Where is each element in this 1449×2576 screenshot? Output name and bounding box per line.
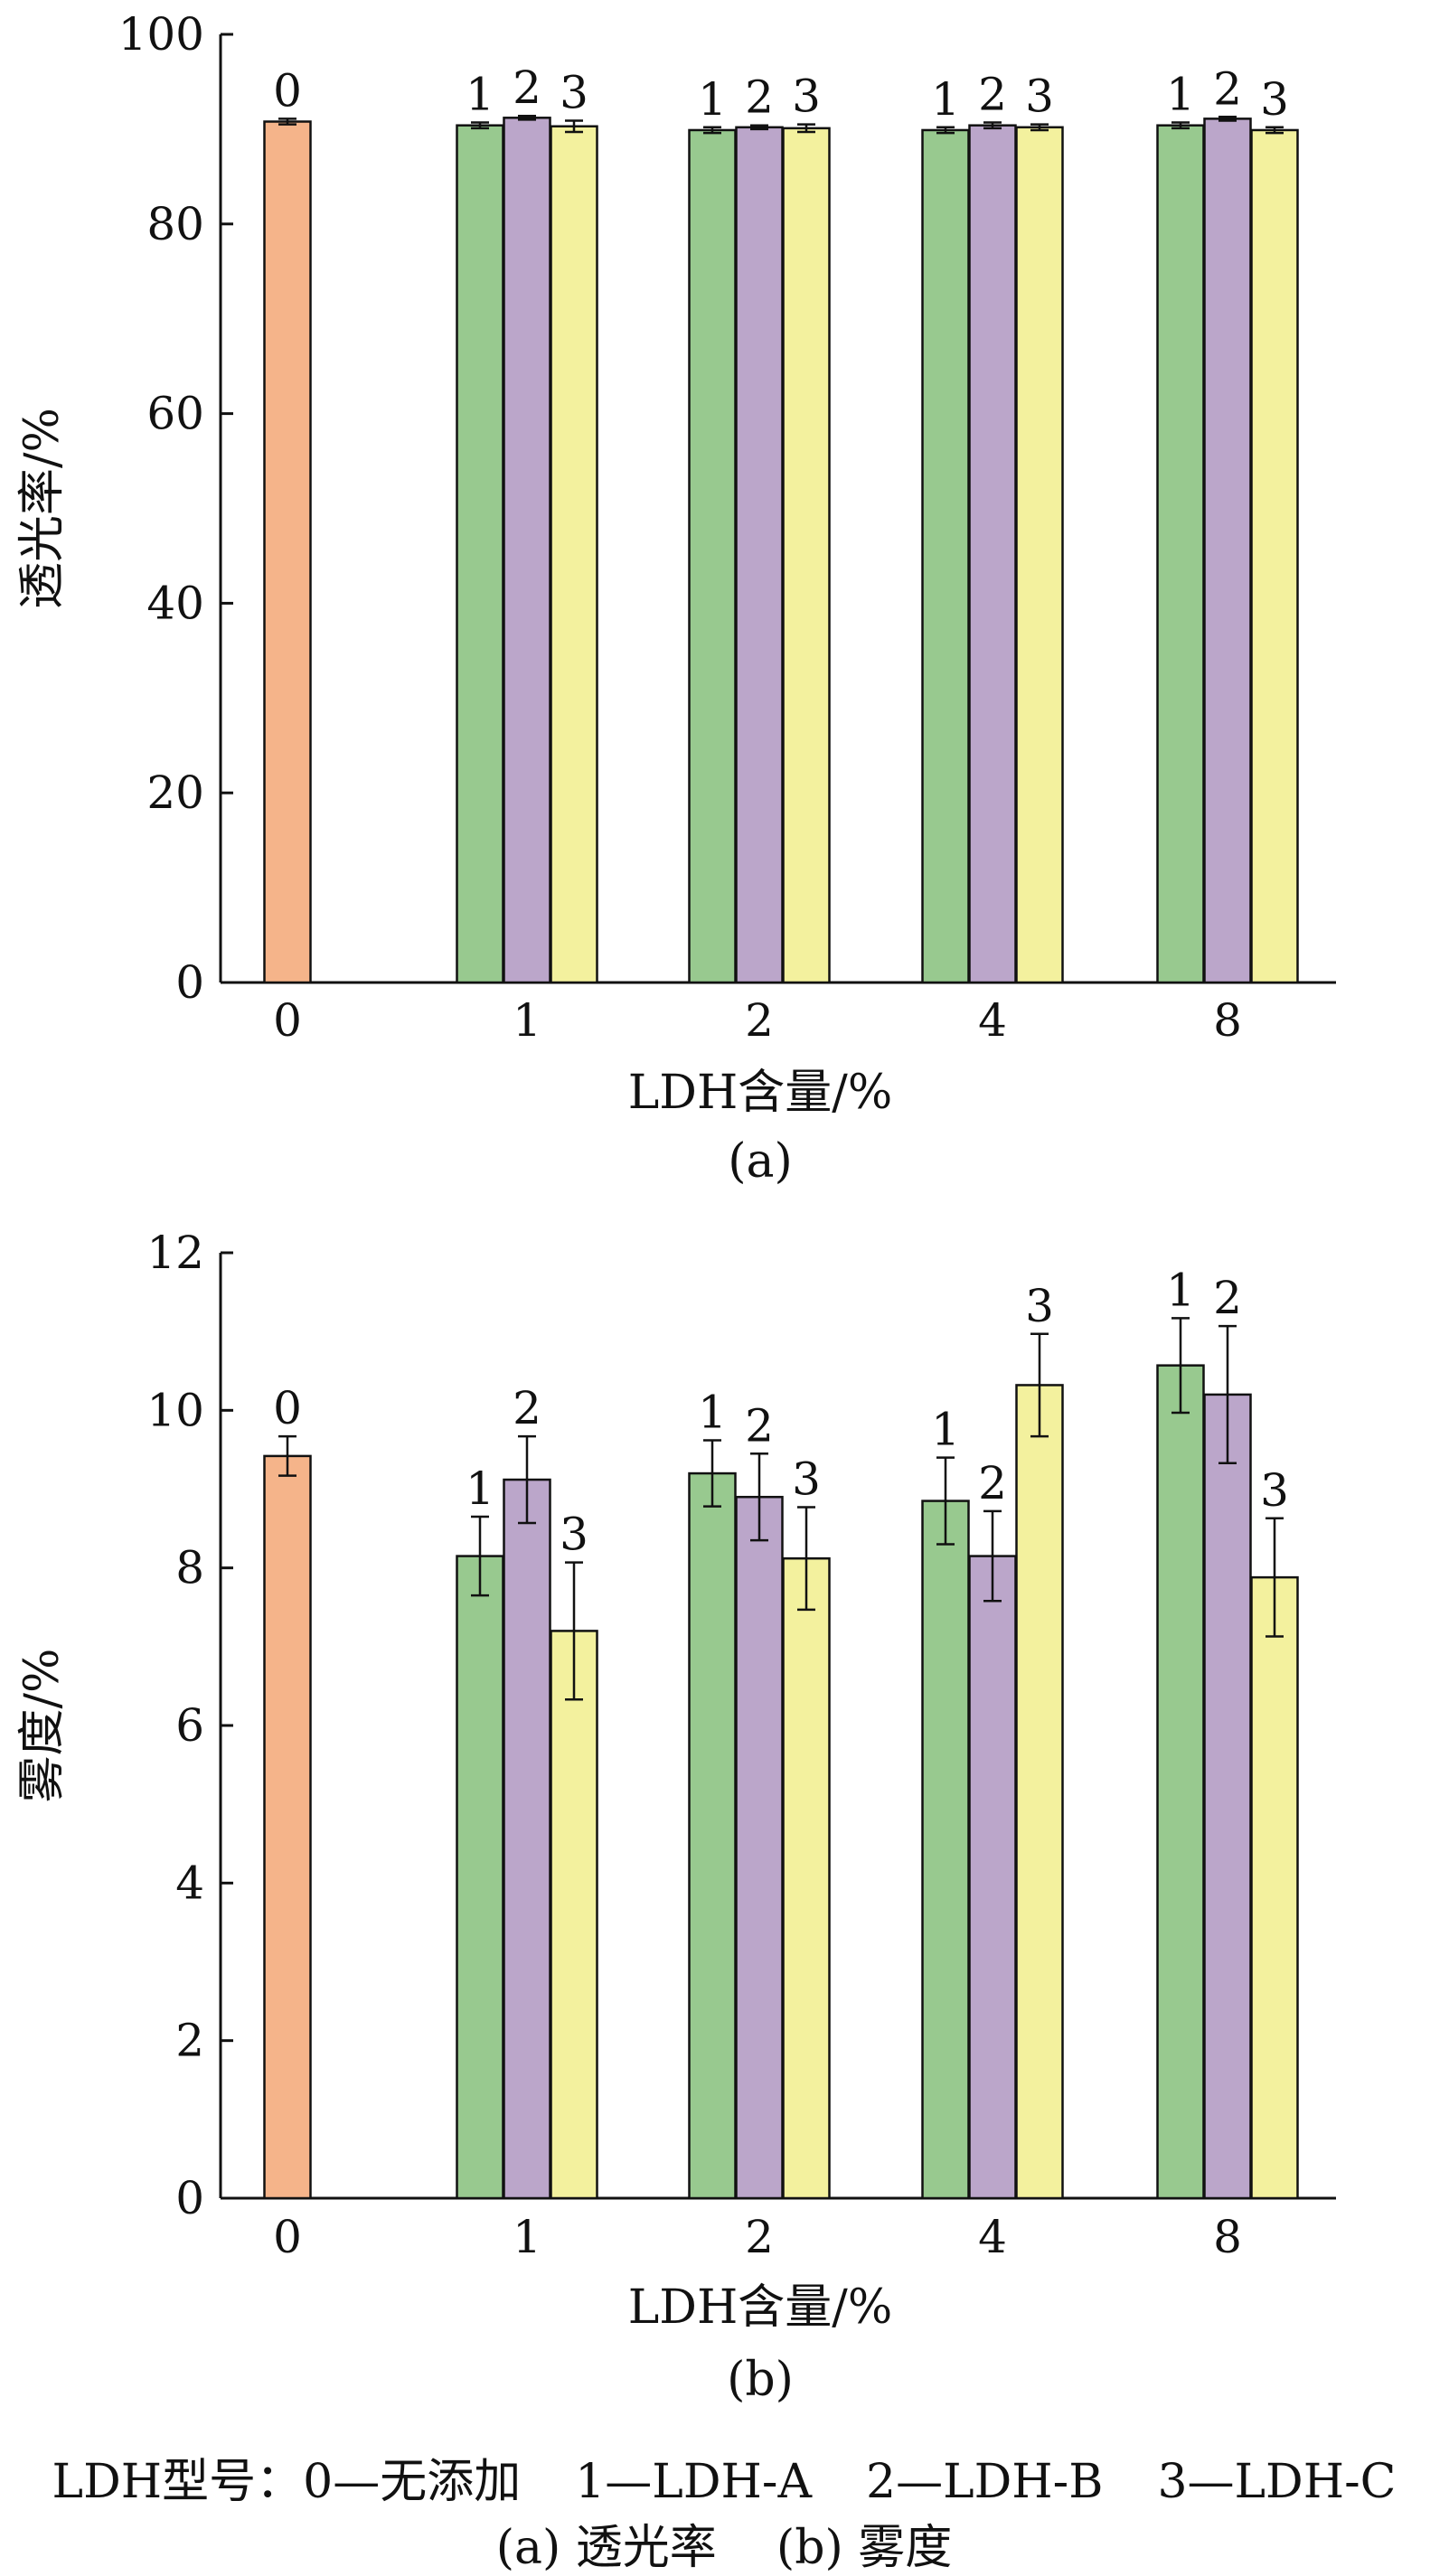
bar-type-label: 1 [931,73,960,126]
x-tick-label: 8 [1213,994,1242,1047]
y-tick-label: 60 [146,388,204,440]
y-tick-label: 40 [146,577,204,629]
bar [550,125,598,984]
bar-type-label: 3 [1260,1464,1289,1517]
bar [1250,1575,1299,2200]
x-tick-label: 0 [273,994,302,1047]
bar [968,124,1017,984]
bar [1015,1384,1064,2200]
y-tick-label: 0 [175,2172,204,2224]
legend-entry: 0—无添加 [303,2455,521,2509]
bar [1156,1364,1205,2200]
bar [1156,124,1205,984]
bar-type-label: 0 [273,64,302,117]
bar-type-label: 3 [560,66,588,118]
bar [688,128,737,984]
panel-label: (a) [728,1134,793,1189]
bar-type-label: 3 [1025,1280,1054,1332]
y-tick-label: 2 [175,2015,204,2067]
y-tick-label: 0 [175,956,204,1009]
bar [1015,126,1064,984]
x-axis-label: LDH含量/% [628,1066,893,1120]
bar [1250,128,1299,984]
y-tick-label: 100 [118,8,204,61]
y-axis-label: 雾度/% [15,1649,70,1803]
y-axis-label: 透光率/% [15,408,70,609]
x-tick-label: 8 [1213,2211,1242,2263]
bar-type-label: 1 [698,73,727,126]
y-tick-label: 6 [175,1699,204,1752]
bar-type-label: 3 [560,1509,588,1561]
x-tick-label: 4 [978,994,1007,1047]
bar-type-label: 2 [513,61,541,114]
bar [503,1478,551,2200]
bar [263,120,312,984]
legend-prefix: LDH型号： [52,2455,304,2509]
y-tick-label: 10 [146,1384,204,1436]
bar-type-label: 1 [1166,1264,1195,1316]
figure-caption: (a) 透光率 (b) 雾度 [496,2521,953,2575]
x-tick-label: 2 [745,2211,774,2263]
bar [921,128,970,984]
bar [735,126,784,984]
bar [782,127,831,984]
y-tick-label: 20 [146,766,204,819]
legend-entry: 1—LDH-A [575,2455,813,2509]
x-tick-label: 4 [978,2211,1007,2263]
bar-type-label: 2 [978,1457,1007,1509]
bar-type-label: 2 [1213,62,1242,115]
x-tick-label: 0 [273,2211,302,2263]
bar [503,117,551,984]
x-tick-label: 1 [513,994,541,1047]
bar [456,1555,504,2200]
panel-label: (b) [727,2353,794,2407]
bar-type-label: 3 [792,1453,821,1506]
bar [550,1630,598,2200]
bar [735,1495,784,2200]
bar-type-label: 2 [978,69,1007,121]
bar [688,1471,737,2200]
bar-type-label: 1 [466,1462,494,1515]
bar [1203,1393,1252,2200]
bar [782,1556,831,2200]
bar-type-label: 1 [931,1404,960,1456]
bar-type-label: 3 [1025,71,1054,123]
legend-entry: 2—LDH-B [866,2455,1103,2509]
bar-type-label: 2 [745,1399,774,1452]
bar-type-label: 1 [466,69,494,121]
y-tick-label: 8 [175,1542,204,1594]
bar [1203,118,1252,984]
y-tick-label: 12 [146,1227,204,1279]
bar-type-label: 3 [792,71,821,123]
legend: LDH型号：0—无添加 1—LDH-A 2—LDH-B 3—LDH-C [52,2455,1397,2509]
y-tick-label: 4 [175,1857,204,1909]
bar [263,1454,312,2200]
bar-type-label: 2 [513,1382,541,1434]
bar [456,124,504,984]
bar [968,1555,1017,2200]
x-axis-label: LDH含量/% [628,2280,893,2335]
bar-type-label: 2 [745,71,774,124]
bar-type-label: 3 [1260,73,1289,126]
bar-type-label: 1 [698,1386,727,1438]
x-tick-label: 2 [745,994,774,1047]
bar-type-label: 2 [1213,1272,1242,1324]
bar-type-label: 1 [1166,69,1195,121]
legend-entry: 3—LDH-C [1157,2455,1396,2509]
x-tick-label: 1 [513,2211,541,2263]
bar-type-label: 0 [273,1382,302,1434]
bar [921,1500,970,2200]
y-tick-label: 80 [146,198,204,250]
